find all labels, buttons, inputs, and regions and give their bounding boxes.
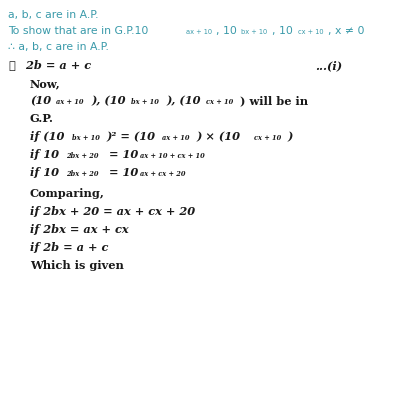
Text: 2bx + 20: 2bx + 20	[66, 170, 99, 178]
Text: )² = (10: )² = (10	[106, 131, 155, 142]
Text: cx + 10: cx + 10	[206, 98, 233, 106]
Text: ax + 10: ax + 10	[162, 134, 190, 142]
Text: 2bx + 20: 2bx + 20	[66, 152, 99, 160]
Text: ), (10: ), (10	[166, 95, 200, 106]
Text: ∴ a, b, c are in A.P.: ∴ a, b, c are in A.P.	[8, 42, 109, 52]
Text: , 10: , 10	[272, 26, 293, 36]
Text: , x ≠ 0: , x ≠ 0	[328, 26, 365, 36]
Text: if 10: if 10	[30, 167, 59, 178]
Text: (10: (10	[30, 95, 51, 106]
Text: ) × (10: ) × (10	[196, 131, 240, 142]
Text: = 10: = 10	[105, 167, 138, 178]
Text: if 2b = a + c: if 2b = a + c	[30, 242, 108, 253]
Text: ax + 10 + cx + 10: ax + 10 + cx + 10	[140, 152, 205, 160]
Text: ax + 10: ax + 10	[56, 98, 83, 106]
Text: ): )	[287, 131, 292, 142]
Text: , 10: , 10	[216, 26, 237, 36]
Text: if 10: if 10	[30, 149, 59, 160]
Text: = 10: = 10	[105, 149, 138, 160]
Text: Comparing,: Comparing,	[30, 188, 105, 199]
Text: if (10: if (10	[30, 131, 65, 142]
Text: cx + 10: cx + 10	[298, 29, 324, 35]
Text: 2b = a + c: 2b = a + c	[22, 60, 91, 71]
Text: ), (10: ), (10	[91, 95, 126, 106]
Text: ∴: ∴	[8, 60, 15, 71]
Text: ax + cx + 20: ax + cx + 20	[140, 170, 186, 178]
Text: cx + 10: cx + 10	[254, 134, 281, 142]
Text: ) will be in: ) will be in	[240, 95, 308, 106]
Text: bx + 10: bx + 10	[131, 98, 159, 106]
Text: ax + 10: ax + 10	[186, 29, 212, 35]
Text: To show that are in G.P.10: To show that are in G.P.10	[8, 26, 148, 36]
Text: Now,: Now,	[30, 78, 61, 89]
Text: a, b, c are in A.P.: a, b, c are in A.P.	[8, 10, 99, 20]
Text: bx + 10: bx + 10	[241, 29, 267, 35]
Text: G.P.: G.P.	[30, 113, 54, 124]
Text: Which is given: Which is given	[30, 260, 124, 271]
Text: bx + 10: bx + 10	[72, 134, 100, 142]
Text: ...(i): ...(i)	[315, 60, 342, 71]
Text: if 2bx + 20 = ax + cx + 20: if 2bx + 20 = ax + cx + 20	[30, 206, 195, 217]
Text: if 2bx = ax + cx: if 2bx = ax + cx	[30, 224, 129, 235]
